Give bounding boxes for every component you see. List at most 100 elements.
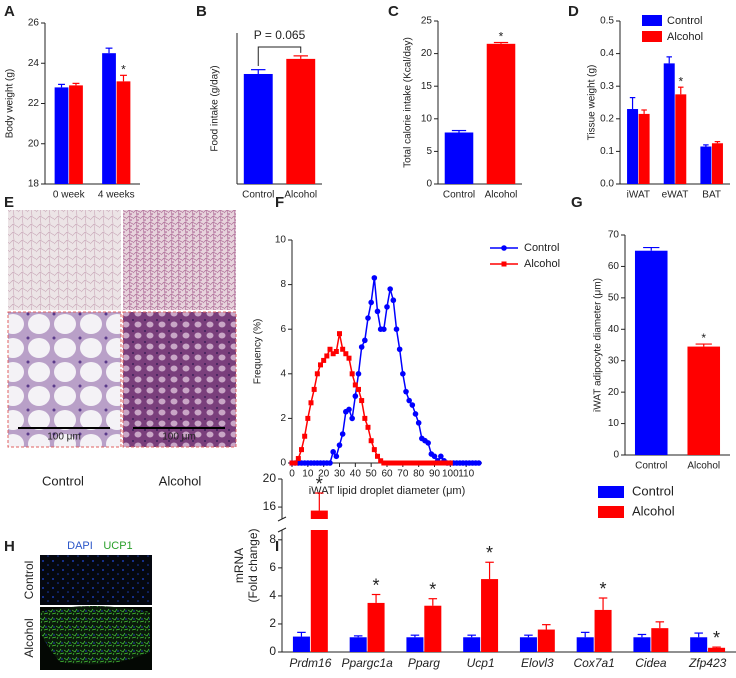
- bar: [406, 637, 424, 652]
- point: [349, 415, 355, 422]
- x-tick-label: Ucp1: [467, 656, 495, 670]
- bar: [519, 637, 537, 652]
- point: [381, 326, 387, 333]
- x-tick-label: Alcohol: [485, 190, 518, 201]
- point: [501, 261, 507, 267]
- point: [371, 275, 378, 281]
- point: [387, 286, 393, 292]
- bar: [594, 609, 612, 652]
- point: [358, 344, 365, 350]
- point: [324, 353, 330, 359]
- y-axis-label: (Fold change): [246, 528, 260, 602]
- significance: *: [678, 74, 683, 88]
- point: [428, 460, 434, 466]
- point: [390, 460, 396, 466]
- point: [299, 447, 304, 453]
- bar: [700, 146, 712, 184]
- point: [330, 449, 336, 455]
- point: [355, 371, 362, 377]
- point: [318, 362, 323, 368]
- x-axis-label: iWAT lipid droplet diameter (μm): [309, 485, 466, 497]
- panel-letter: I: [275, 538, 279, 555]
- point: [365, 424, 371, 430]
- point: [447, 460, 453, 466]
- x-tick-label: 50: [366, 469, 378, 480]
- legend-label: Alcohol: [632, 503, 675, 518]
- bar: [675, 94, 687, 184]
- bar: [651, 628, 669, 652]
- y-tick-label: 0.1: [600, 146, 614, 157]
- bar: [424, 605, 442, 652]
- point: [400, 371, 406, 377]
- y-tick-label: 4: [280, 368, 286, 379]
- point: [425, 460, 431, 466]
- y-tick-label: 24: [28, 58, 40, 69]
- y-tick-label: 22: [28, 98, 40, 109]
- y-tick-label: 0: [280, 458, 286, 469]
- axis-break: [277, 516, 287, 522]
- ucp1-signal: [40, 606, 150, 665]
- significance: *: [373, 575, 380, 595]
- bar: [310, 530, 328, 652]
- y-tick-label: 2: [269, 616, 276, 630]
- x-tick-label: 100: [442, 469, 459, 480]
- point: [359, 398, 365, 404]
- point: [378, 458, 384, 464]
- y-axis-label: Total calorie intake (Kcal/day): [403, 37, 414, 168]
- point: [435, 460, 441, 466]
- x-tick-label: BAT: [702, 190, 721, 201]
- panel-letter: F: [275, 194, 284, 211]
- point: [333, 453, 340, 460]
- point: [387, 460, 393, 466]
- point: [305, 415, 311, 421]
- point: [396, 346, 403, 353]
- panel-letter: C: [388, 3, 399, 20]
- bracket: [257, 46, 302, 66]
- bar: [537, 629, 555, 652]
- point: [438, 460, 444, 466]
- x-tick-label: 4 weeks: [98, 190, 135, 201]
- bar: [638, 113, 650, 184]
- y-tick-label: 0: [269, 644, 276, 658]
- y-axis-label: iWAT adipocyte diameter (μm): [593, 278, 604, 412]
- row-label: Control: [22, 561, 36, 600]
- point: [327, 346, 333, 352]
- point: [356, 386, 361, 392]
- x-tick-label: 0: [289, 469, 295, 480]
- x-tick-label: Alcohol: [687, 461, 720, 472]
- legend-label: Alcohol: [667, 31, 703, 43]
- point: [412, 411, 419, 417]
- y-tick-label: 5: [426, 146, 432, 157]
- y-axis-label: Body weight (g): [5, 69, 16, 138]
- legend-swatch: [598, 486, 624, 498]
- y-tick-label: 0: [613, 450, 619, 461]
- y-tick-label: 0.0: [600, 179, 614, 190]
- point: [292, 460, 298, 466]
- bar: [444, 132, 474, 184]
- bar: [243, 73, 273, 184]
- point: [394, 460, 399, 466]
- column-label: Alcohol: [159, 473, 202, 488]
- x-tick-label: iWAT: [627, 190, 650, 201]
- point: [368, 299, 374, 306]
- annotation: P = 0.065: [254, 28, 306, 42]
- x-tick-label: Alcohol: [284, 190, 317, 201]
- point: [371, 447, 377, 453]
- point: [432, 460, 437, 466]
- point: [336, 442, 343, 448]
- y-tick-label: 10: [275, 235, 287, 246]
- point: [327, 460, 333, 466]
- point: [340, 346, 346, 352]
- point: [343, 351, 349, 357]
- x-tick-label: 60: [381, 469, 393, 480]
- stain-label: UCP1: [103, 540, 132, 552]
- point: [311, 386, 317, 392]
- legend-swatch: [642, 15, 662, 26]
- x-tick-label: Cidea: [635, 656, 667, 670]
- x-tick-label: eWAT: [662, 190, 689, 201]
- point: [431, 453, 438, 460]
- point: [374, 308, 381, 315]
- y-tick-label: 20: [608, 387, 620, 398]
- point: [406, 460, 412, 466]
